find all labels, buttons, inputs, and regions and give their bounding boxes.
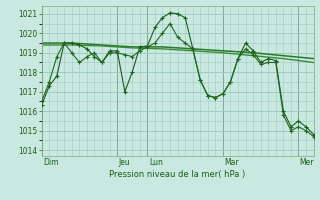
Text: Dim: Dim bbox=[43, 158, 59, 167]
X-axis label: Pression niveau de la mer( hPa ): Pression niveau de la mer( hPa ) bbox=[109, 170, 246, 179]
Text: Jeu: Jeu bbox=[119, 158, 130, 167]
Text: Mer: Mer bbox=[300, 158, 314, 167]
Text: Mar: Mar bbox=[224, 158, 239, 167]
Text: Lun: Lun bbox=[149, 158, 163, 167]
